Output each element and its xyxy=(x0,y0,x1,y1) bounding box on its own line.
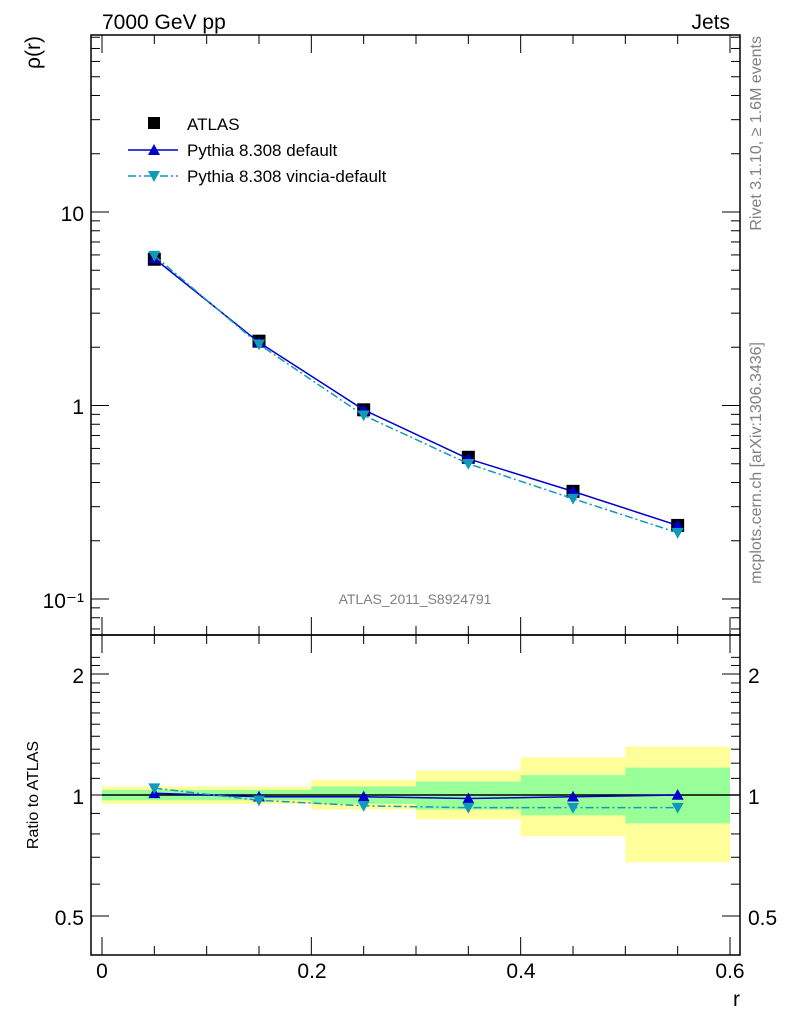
legend-entry-pythia-vincia: Pythia 8.308 vincia-default xyxy=(128,167,387,186)
x-tick-label: 0 xyxy=(96,960,108,983)
x-axis-label: r xyxy=(733,988,740,1011)
legend-entry-atlas: ATLAS xyxy=(148,115,240,134)
ratio-series-line xyxy=(154,787,678,809)
ratio-point-triangle-down xyxy=(357,801,370,812)
main-y-tick-label: 1 xyxy=(72,396,84,419)
ratio-y-ticks xyxy=(91,656,740,956)
ratio-y-tick-label-right: 2 xyxy=(748,665,760,688)
ratio-point-triangle-down xyxy=(567,802,579,814)
ratio-plot-area xyxy=(90,634,741,956)
data-point-triangle-down xyxy=(567,493,579,505)
data-point-triangle-down xyxy=(462,458,475,470)
ratio-y-tick-label-left: 2 xyxy=(72,665,84,688)
legend-marker-triangle-up xyxy=(148,144,160,155)
legend-marker-triangle-down xyxy=(148,171,160,182)
ratio-point-triangle-up xyxy=(567,790,579,802)
ratio-y-tick-label-left: 0.5 xyxy=(55,907,84,930)
ratio-y-tick-label-right: 1 xyxy=(748,786,760,809)
main-y-tick-label: 10 xyxy=(61,203,84,226)
main-y-axis-label: ρ(r) xyxy=(22,36,45,69)
main-y-tick-label: 10⁻¹ xyxy=(43,590,84,613)
ratio-point-triangle-down xyxy=(462,802,475,814)
main-series-line xyxy=(153,257,678,527)
data-point-triangle-down xyxy=(671,527,684,539)
data-point-triangle-up xyxy=(567,485,579,497)
ratio-y-axis-label: Ratio to ATLAS xyxy=(25,741,42,849)
legend-label: ATLAS xyxy=(187,115,240,134)
main-y-ticks xyxy=(91,36,740,630)
legend-label: Pythia 8.308 vincia-default xyxy=(187,167,387,186)
data-point-triangle-down xyxy=(148,250,161,262)
data-point-triangle-down xyxy=(253,339,265,351)
analysis-watermark: ATLAS_2011_S8924791 xyxy=(339,591,492,607)
x-tick-label: 0.6 xyxy=(715,960,744,983)
ratio-point-triangle-down xyxy=(671,802,684,814)
ratio-point-triangle-down xyxy=(253,795,265,807)
main-y-tick-labels: 10 1 10⁻¹ xyxy=(43,203,84,613)
main-series-line xyxy=(153,255,678,534)
legend-entry-pythia-default: Pythia 8.308 default xyxy=(128,141,338,160)
ratio-point-triangle-up xyxy=(462,792,475,804)
ratio-y-tick-label-left: 1 xyxy=(72,786,84,809)
x-tick-labels: 0 0.2 0.4 0.6 xyxy=(96,960,744,983)
ratio-series-line xyxy=(154,792,678,800)
header-left-label: 7000 GeV pp xyxy=(102,11,226,34)
ratio-point-triangle-down xyxy=(148,783,161,795)
x-ticks xyxy=(101,35,731,955)
x-tick-label: 0.4 xyxy=(506,960,536,983)
mcplots-source-label: mcplots.cern.ch [arXiv:1306.3436] xyxy=(748,342,765,584)
legend: ATLAS Pythia 8.308 default Pythia 8.308 … xyxy=(128,115,387,186)
data-point-triangle-up xyxy=(671,519,684,531)
legend-marker-square xyxy=(148,117,160,129)
ratio-y-tick-label-right: 0.5 xyxy=(748,907,777,930)
main-series-2 xyxy=(148,250,684,539)
ratio-point-triangle-up xyxy=(357,790,370,802)
header-right-label: Jets xyxy=(691,11,730,34)
ratio-series-1 xyxy=(148,783,684,814)
ratio-y-tick-labels: 2 1 0.5 2 1 0.5 xyxy=(55,665,777,930)
legend-label: Pythia 8.308 default xyxy=(187,141,338,160)
ratio-point-triangle-up xyxy=(671,789,684,800)
data-point-triangle-down xyxy=(357,410,370,422)
x-tick-label: 0.2 xyxy=(297,960,326,983)
rivet-version-label: Rivet 3.1.10, ≥ 1.6M events xyxy=(748,36,765,231)
